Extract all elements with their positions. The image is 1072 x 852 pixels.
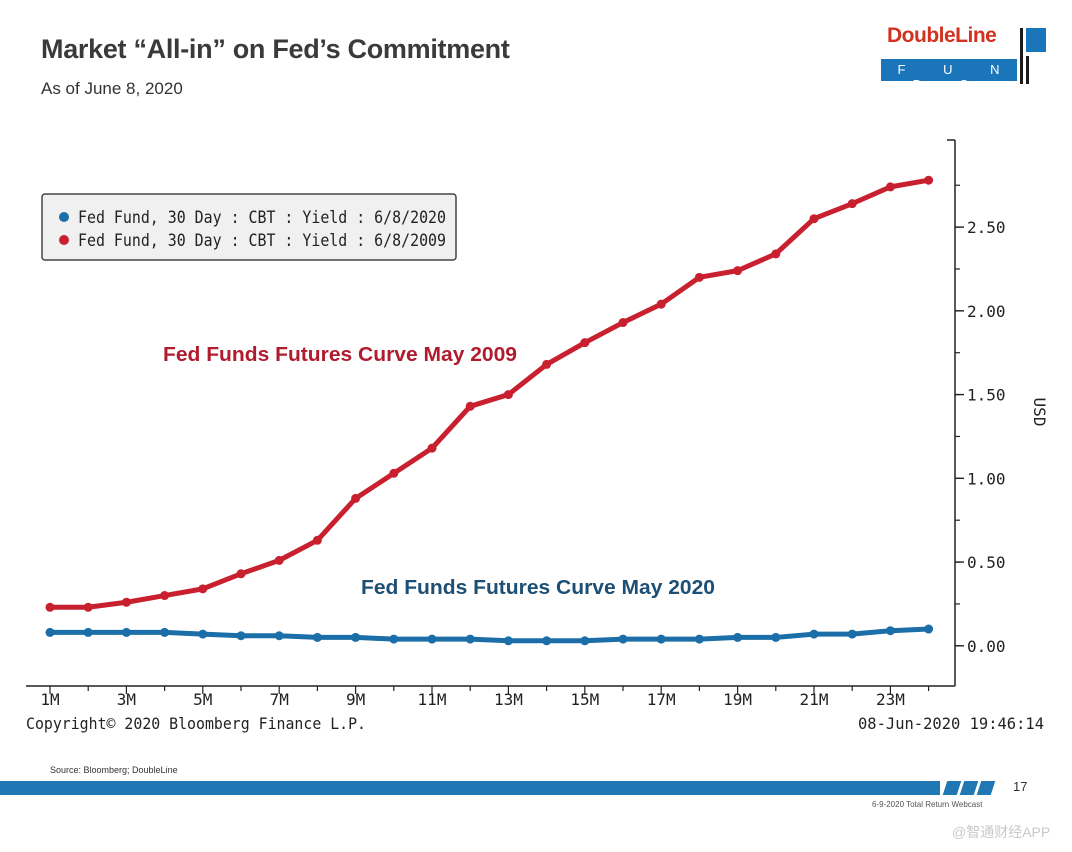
data-point — [771, 632, 781, 642]
data-point — [274, 555, 284, 565]
x-tick-label: 7M — [270, 690, 289, 709]
data-point — [885, 626, 895, 636]
data-point — [809, 629, 819, 639]
data-point — [236, 569, 246, 579]
data-point — [924, 624, 934, 634]
data-point — [121, 597, 131, 607]
legend-box — [41, 193, 457, 261]
data-point — [45, 602, 55, 612]
page-number: 17 — [1013, 779, 1028, 794]
x-tick-label: 21M — [800, 690, 829, 709]
x-tick-label: 9M — [346, 690, 365, 709]
legend-marker — [59, 235, 69, 245]
data-point — [694, 272, 704, 282]
data-point — [351, 632, 361, 642]
doubleline-logo: DoubleLine F U N D S — [880, 24, 1050, 92]
data-point — [236, 631, 246, 641]
x-tick-label: 19M — [723, 690, 752, 709]
data-point — [160, 627, 170, 637]
data-point — [618, 318, 628, 328]
x-tick-label: 11M — [418, 690, 447, 709]
data-point — [580, 338, 590, 348]
data-point — [312, 535, 322, 545]
logo-band: F U N D S — [881, 59, 1017, 92]
data-point — [198, 629, 208, 639]
data-point — [274, 631, 284, 641]
legend-label: Fed Fund, 30 Day : CBT : Yield : 6/8/200… — [78, 231, 446, 251]
data-point — [198, 584, 208, 594]
x-tick-label: 17M — [647, 690, 676, 709]
data-point — [809, 214, 819, 224]
watermark: @智通财经APP — [952, 824, 1051, 840]
data-point — [503, 390, 513, 400]
curve-annotation: Fed Funds Futures Curve May 2020 — [361, 577, 715, 599]
x-tick-label: 23M — [876, 690, 905, 709]
y-tick-label: 2.00 — [967, 302, 1006, 321]
series-line — [47, 626, 932, 644]
data-point — [427, 443, 437, 453]
x-tick-label: 1M — [40, 690, 59, 709]
data-point — [733, 632, 743, 642]
logo-tag: F U N D S — [897, 62, 1017, 92]
page-subtitle: As of June 8, 2020 — [41, 79, 183, 98]
data-point — [45, 627, 55, 637]
event-label: 6-9-2020 Total Return Webcast — [872, 800, 983, 809]
data-point — [542, 359, 552, 369]
x-tick-label: 3M — [117, 690, 136, 709]
logo-square — [1026, 28, 1046, 52]
page-title: Market “All-in” on Fed’s Commitment — [41, 34, 510, 64]
y-tick-label: 1.50 — [967, 386, 1006, 405]
data-point — [580, 636, 590, 646]
data-point — [694, 634, 704, 644]
y-tick-label: 1.00 — [967, 469, 1006, 488]
data-point — [847, 199, 857, 209]
source-note: Source: Bloomberg; DoubleLine — [50, 765, 178, 775]
data-point — [733, 266, 743, 276]
data-point — [885, 182, 895, 192]
timestamp-text: 08-Jun-2020 19:46:14 — [858, 714, 1044, 733]
data-point — [618, 634, 628, 644]
data-point — [389, 468, 399, 478]
logo-bar — [1020, 28, 1023, 84]
data-point — [465, 401, 475, 411]
data-point — [427, 634, 437, 644]
data-point — [656, 634, 666, 644]
y-tick-label: 0.00 — [967, 637, 1006, 656]
data-point — [847, 629, 857, 639]
series-line — [47, 177, 932, 610]
x-tick-label: 15M — [570, 690, 599, 709]
data-point — [924, 175, 934, 185]
data-point — [83, 627, 93, 637]
logo-name: DoubleLine — [887, 24, 997, 47]
data-point — [656, 299, 666, 309]
copyright-text: Copyright© 2020 Bloomberg Finance L.P. — [26, 714, 366, 733]
y-axis-title: USD — [1030, 398, 1049, 427]
data-point — [503, 636, 513, 646]
x-tick-label: 13M — [494, 690, 523, 709]
logo-bar — [1026, 56, 1029, 84]
y-tick-label: 2.50 — [967, 218, 1006, 237]
data-point — [389, 634, 399, 644]
legend-label: Fed Fund, 30 Day : CBT : Yield : 6/8/202… — [78, 208, 446, 228]
data-point — [351, 493, 361, 503]
curve-annotation: Fed Funds Futures Curve May 2009 — [163, 344, 517, 366]
footer-band — [0, 781, 940, 795]
data-point — [83, 602, 93, 612]
data-point — [465, 634, 475, 644]
data-point — [312, 632, 322, 642]
data-point — [160, 591, 170, 601]
y-tick-label: 0.50 — [967, 553, 1006, 572]
data-point — [121, 627, 131, 637]
x-tick-label: 5M — [193, 690, 212, 709]
data-point — [542, 636, 552, 646]
legend-marker — [59, 212, 69, 222]
data-point — [771, 249, 781, 259]
